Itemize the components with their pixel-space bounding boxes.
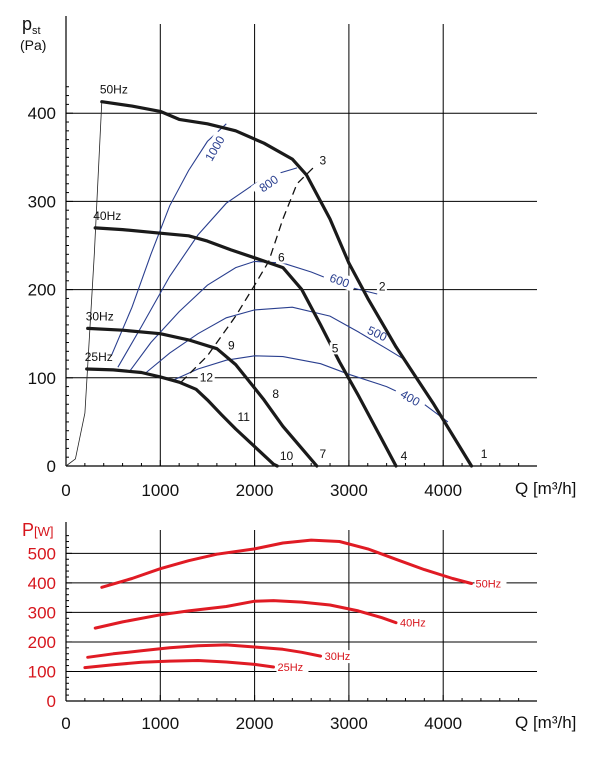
point-label-9: 9 — [228, 339, 235, 353]
point-label-bg — [317, 448, 328, 461]
point-label-bg — [276, 251, 287, 264]
power-curve-30Hz — [86, 643, 323, 659]
x-tick-label: 2000 — [236, 714, 274, 733]
x-tick-label: 4000 — [424, 714, 462, 733]
point-label-bg — [398, 449, 409, 462]
efficiency-label-bg — [393, 383, 429, 412]
fan-curve-25Hz — [85, 367, 279, 468]
y-tick-label: 200 — [28, 281, 56, 300]
x-axis-label: Q [m³/h] — [515, 713, 576, 732]
fan-curve-label-25Hz: 25Hz — [85, 350, 113, 364]
x-tick-label: 3000 — [330, 714, 368, 733]
fan-curve-label-50Hz: 50Hz — [100, 83, 128, 97]
x-tick-label: 3000 — [330, 481, 368, 500]
efficiency-curve-800 — [117, 167, 298, 368]
x-tick-label: 2000 — [236, 481, 274, 500]
x-tick-label: 4000 — [424, 481, 462, 500]
point-label-1: 1 — [481, 447, 488, 461]
y-axis-label: pst — [22, 14, 41, 37]
point-label-11: 11 — [237, 410, 250, 424]
point-label-12: 12 — [200, 370, 214, 384]
y-tick-label: 500 — [28, 544, 56, 563]
efficiency-curve-500 — [145, 306, 406, 373]
y-tick-label: 0 — [47, 457, 56, 476]
point-label-bg — [226, 339, 237, 352]
y-axis-unit: (Pa) — [20, 37, 46, 53]
power-curve-40Hz — [93, 599, 398, 630]
efficiency-curve-1000 — [110, 123, 227, 357]
point-label-5: 5 — [332, 341, 339, 355]
y-tick-label: 300 — [28, 192, 56, 211]
power-label-bg — [323, 650, 356, 664]
power-curve-label-40Hz: 40Hz — [400, 618, 426, 630]
point-label-bg — [329, 342, 340, 355]
x-tick-label: 1000 — [141, 714, 179, 733]
point-label-bg — [317, 154, 328, 167]
point-label-3: 3 — [319, 153, 326, 167]
power-curve-label-50Hz: 50Hz — [475, 578, 501, 590]
fan-curve-label-30Hz: 30Hz — [86, 309, 114, 323]
point-label-bg — [270, 388, 281, 401]
point-label-6: 6 — [278, 250, 285, 264]
power-chart: 0 100 200 300 400 500 0 1000 2000 3000 4000 P[W] Q [… — [22, 520, 576, 733]
efficiency-label-bg — [360, 319, 396, 346]
y-tick-label: 100 — [28, 369, 56, 388]
point-label-7: 7 — [319, 447, 326, 461]
efficiency-label-bg — [251, 168, 286, 198]
point-label-bg — [478, 448, 489, 461]
power-label-bg — [474, 577, 507, 591]
power-label-bg — [276, 661, 309, 675]
point-label-bg — [235, 411, 253, 424]
point-label-10: 10 — [280, 449, 294, 463]
y-tick-label: 200 — [28, 633, 56, 652]
power-curve-25Hz — [83, 659, 275, 670]
y-tick-label: 0 — [47, 692, 56, 711]
fan-curve-50Hz — [100, 100, 474, 468]
x-axis-label: Q [m³/h] — [515, 479, 576, 498]
operating-line-dashed — [180, 167, 314, 383]
power-label-bg — [399, 616, 432, 630]
fan-curve-30Hz — [86, 326, 319, 468]
fan-curve-40Hz — [93, 226, 398, 468]
y-axis-label: P[W] — [22, 520, 54, 540]
point-label-4: 4 — [401, 449, 408, 463]
system-curve-line — [65, 101, 103, 467]
point-label-bg — [376, 280, 387, 293]
power-curve-50Hz — [100, 538, 473, 589]
x-tick-label: 0 — [61, 481, 70, 500]
x-tick-label: 0 — [61, 714, 70, 733]
point-label-bg — [277, 449, 295, 462]
power-curve-label-25Hz: 25Hz — [277, 662, 303, 674]
point-label-bg — [197, 371, 215, 384]
point-label-2: 2 — [379, 280, 386, 294]
power-curve-label-30Hz: 30Hz — [325, 651, 351, 663]
efficiency-label-bg — [200, 130, 229, 166]
y-tick-label: 300 — [28, 603, 56, 622]
y-tick-label: 400 — [28, 104, 56, 123]
y-tick-label: 400 — [28, 574, 56, 593]
efficiency-label-600: 600 — [328, 271, 352, 291]
fan-curve-label-40Hz: 40Hz — [93, 209, 121, 223]
point-label-8: 8 — [272, 387, 279, 401]
x-tick-label: 1000 — [141, 481, 179, 500]
efficiency-label-bg — [322, 267, 358, 292]
y-tick-label: 100 — [28, 662, 56, 681]
